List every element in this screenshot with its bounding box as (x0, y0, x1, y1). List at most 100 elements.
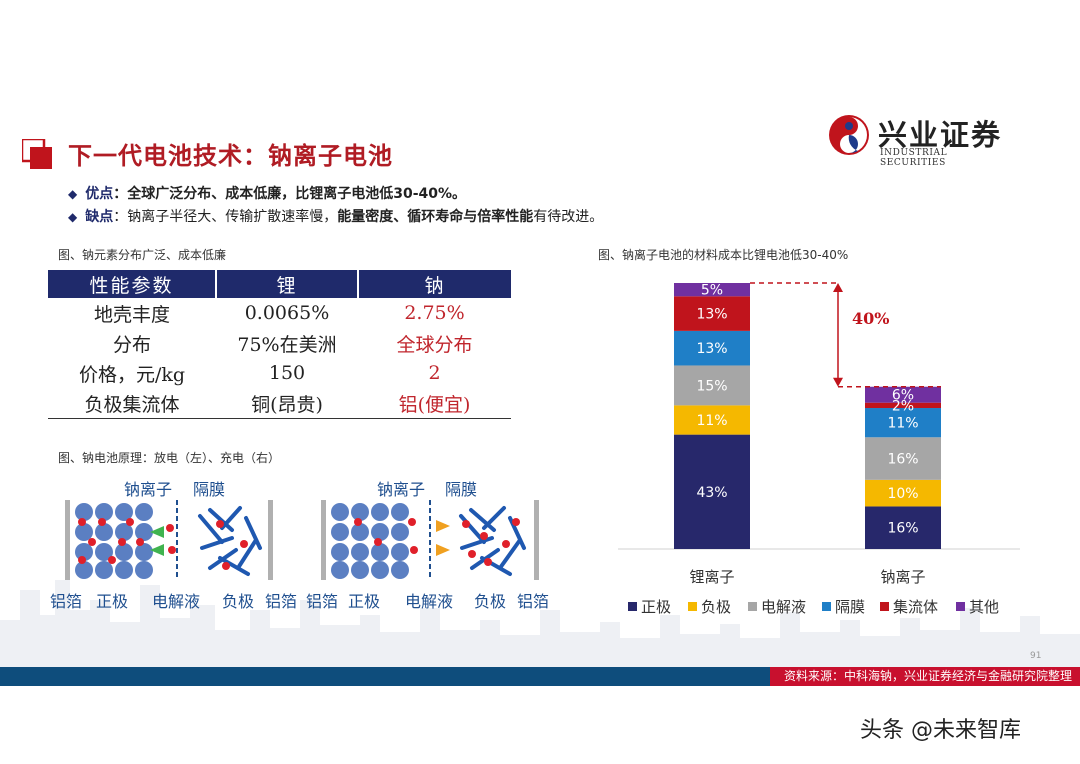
bar-segment-正极 (865, 506, 941, 549)
label-al-foil-left: 铝箔 (306, 592, 339, 611)
table-cell: 150 (268, 362, 306, 384)
chart-segment-labels: 43% 11% 15% 13% 13% 5% 16% 10% 16% 11% 2%6% (696, 283, 918, 537)
table-row: 分布 75%在美洲 全球分布 (48, 328, 511, 358)
bar-segment-正极 (674, 434, 750, 549)
label-cathode: 正极 (348, 592, 381, 611)
bar-value-label: 6% (892, 388, 914, 404)
table-cell: 铝(便宜) (358, 388, 511, 419)
company-logo: 兴业证券 INDUSTRIAL SECURITIES (828, 112, 1013, 168)
legend-label: 电解液 (761, 598, 806, 616)
annotation-label: 40% (852, 309, 889, 328)
bullet-disadvantages: ◆ 缺点：钠离子半径大、传输扩散速率慢，能量密度、循环寿命与倍率性能有待改进。 (68, 206, 603, 226)
legend-swatch (628, 602, 637, 611)
bullet-bold-text: 全球广泛分布、成本低廉，比锂离子电池低30-40%。 (127, 186, 467, 202)
bullet-separator: ： (113, 209, 128, 225)
bar-value-label: 11% (887, 416, 918, 432)
table-header-row: 性能参数 锂 钠 (48, 270, 511, 298)
chart-caption: 图、钠离子电池的材料成本比锂电池低30-40% (598, 248, 849, 262)
label-cathode: 正极 (96, 592, 129, 611)
page-number: 91 (1030, 651, 1042, 661)
chart-legend: 正极 负极 电解液 隔膜 集流体 其他 (628, 598, 999, 616)
city-skyline-background (0, 580, 1080, 670)
table-header-cell: 锂 (216, 270, 359, 298)
table-caption: 图、钠元素分布广泛、成本低廉 (58, 248, 227, 262)
annotation-arrow-up-icon (833, 283, 843, 292)
bar-segment-电解液 (674, 365, 750, 406)
chart-annotation: 40% (750, 282, 941, 388)
category-label: 钠离子 (880, 568, 925, 586)
table-header-cell: 性能参数 (48, 270, 217, 298)
legend-swatch (956, 602, 965, 611)
table-cell: 铜(昂贵) (216, 388, 358, 419)
bullet-heading: 缺点 (85, 209, 114, 225)
label-al-foil-right: 铝箔 (517, 592, 550, 611)
bar-value-label: 5% (701, 283, 723, 299)
bar-segment-电解液 (865, 437, 941, 480)
bullet-advantages: ◆ 优点：全球广泛分布、成本低廉，比锂离子电池低30-40%。 (68, 183, 466, 203)
legend-label: 负极 (701, 598, 731, 616)
bar-value-label: 11% (696, 413, 727, 429)
table-cell: 负极集流体 (48, 388, 216, 419)
bullet-rest-text: 有待改进。 (533, 209, 604, 225)
footer-source-text: 中科海钠，兴业证券经济与金融研究院整理 (843, 669, 1072, 683)
bullet-bold-text: 能量密度、循环寿命与倍率性能 (337, 209, 534, 225)
label-electrolyte: 电解液 (405, 592, 454, 611)
bar-value-label: 16% (887, 452, 918, 468)
table-cell: 75%在美洲 (237, 333, 337, 356)
bar-segment-隔膜 (674, 330, 750, 366)
table-cell: 全球分布 (396, 333, 473, 356)
legend-label: 隔膜 (835, 598, 865, 616)
bar-segment-集流体 (674, 296, 750, 331)
footer-source: 资料来源：中科海钠，兴业证券经济与金融研究院整理 (769, 667, 1080, 686)
table-header-cell: 钠 (358, 270, 511, 298)
bullet-plain-text: 钠离子半径大、传输扩散速率慢， (127, 209, 338, 225)
logo-emblem-icon (829, 115, 869, 155)
bar-segment-负极 (865, 479, 941, 507)
discharge-diagram (65, 500, 273, 580)
diagram-caption: 图、钠电池原理：放电（左）、充电（右） (58, 451, 281, 465)
legend-swatch (880, 602, 889, 611)
label-separator: 隔膜 (193, 480, 226, 499)
charge-diagram (321, 500, 539, 580)
bar-value-label: 16% (887, 521, 918, 537)
table-cell: 价格，元/kg (78, 363, 186, 386)
label-separator: 隔膜 (445, 480, 478, 499)
legend-swatch (822, 602, 831, 611)
footer-source-label: 资料来源： (783, 669, 844, 683)
label-electrolyte: 电解液 (152, 592, 201, 611)
table-cell: 0.0065% (244, 302, 330, 324)
cathode-spheres (75, 503, 153, 579)
diamond-bullet-icon: ◆ (68, 187, 78, 201)
table-cell: 分布 (112, 333, 151, 356)
chart-bars (674, 283, 941, 549)
logo-chinese-text: 兴业证券 (878, 118, 1003, 152)
bar-value-label: 43% (696, 485, 727, 501)
bar-value-label: 10% (887, 486, 918, 502)
legend-swatch (748, 602, 757, 611)
bar-segment-集流体 (865, 402, 941, 409)
table-row: 地壳丰度 0.0065% 2.75% (48, 298, 511, 328)
label-al-foil-left: 铝箔 (50, 592, 83, 611)
diamond-bullet-icon: ◆ (68, 210, 78, 224)
bullet-heading: 优点 (85, 186, 114, 202)
bar-value-label: 13% (696, 307, 727, 323)
bar-value-label: 2% (892, 398, 914, 414)
label-anode: 负极 (222, 592, 255, 611)
chart-category-labels: 锂离子 钠离子 (689, 568, 925, 586)
comparison-table: 性能参数 锂 钠 地壳丰度 0.0065% 2.75% 分布 75%在美洲 全球… (48, 270, 511, 419)
bar-segment-其他 (674, 283, 750, 297)
stacked-bar-chart: 43% 11% 15% 13% 13% 5% 16% 10% 16% 11% 2%6% 锂离子 钠离子… (618, 282, 1020, 616)
title-square-icon (22, 139, 52, 169)
table-row: 价格，元/kg 150 2 (48, 358, 511, 388)
bullet-separator: ： (113, 186, 128, 202)
bar-value-label: 13% (696, 341, 727, 357)
table-cell: 地壳丰度 (93, 303, 170, 326)
watermark-text: 头条 @未来智库 (860, 718, 1021, 743)
label-anode: 负极 (474, 592, 507, 611)
label-sodium-ion: 钠离子 (377, 480, 426, 499)
legend-swatch (688, 602, 697, 611)
page-title: 下一代电池技术：钠离子电池 (68, 142, 393, 170)
bar-value-label: 15% (696, 378, 727, 394)
label-sodium-ion: 钠离子 (124, 480, 173, 499)
category-label: 锂离子 (689, 568, 734, 586)
